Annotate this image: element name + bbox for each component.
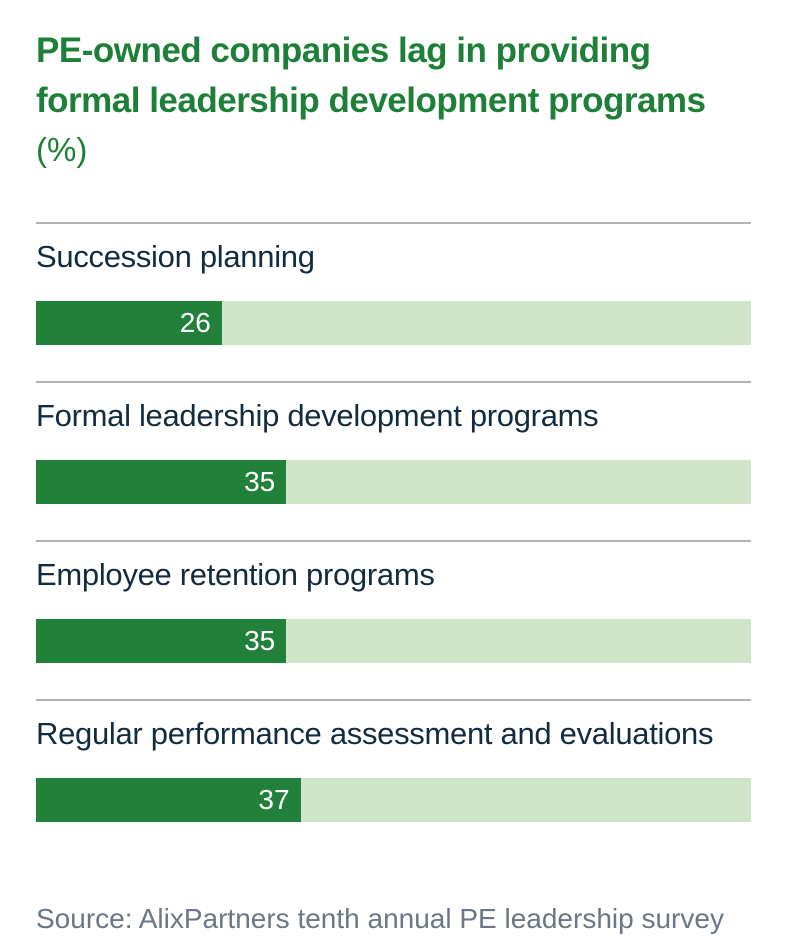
chart-title-line-1: PE-owned companies lag in providing xyxy=(36,31,651,70)
bar-track: 26 xyxy=(36,301,751,345)
category-label: Formal leadership development programs xyxy=(36,398,599,433)
bar-chart: Succession planning 26 Formal leadership… xyxy=(36,222,751,858)
category-label: Employee retention programs xyxy=(36,557,435,592)
chart-page: PE-owned companies lag in providing form… xyxy=(36,26,751,934)
bar-fill: 35 xyxy=(36,460,287,504)
bar-track: 37 xyxy=(36,778,751,822)
chart-row-succession-planning: Succession planning 26 xyxy=(36,222,751,381)
bar-value-label: 35 xyxy=(244,466,276,497)
bar-track: 35 xyxy=(36,460,751,504)
chart-unit-label: (%) xyxy=(36,131,88,168)
category-label: Regular performance assessment and evalu… xyxy=(36,716,714,751)
bar-fill: 35 xyxy=(36,619,287,663)
bar-value-label: 37 xyxy=(258,784,290,815)
bar-fill: 37 xyxy=(36,778,301,822)
bar-fill: 26 xyxy=(36,301,222,345)
chart-title: PE-owned companies lag in providing form… xyxy=(36,26,751,170)
chart-row-formal-leadership-development: Formal leadership development programs 3… xyxy=(36,381,751,540)
source-note: Source: AlixPartners tenth annual PE lea… xyxy=(36,903,724,934)
chart-title-line-2: formal leadership development programs xyxy=(36,81,706,120)
bar-track: 35 xyxy=(36,619,751,663)
bar-value-label: 35 xyxy=(244,625,276,656)
category-label: Succession planning xyxy=(36,239,315,274)
chart-row-employee-retention: Employee retention programs 35 xyxy=(36,540,751,699)
bar-value-label: 26 xyxy=(179,307,211,338)
chart-row-regular-performance-assessment: Regular performance assessment and evalu… xyxy=(36,699,751,858)
